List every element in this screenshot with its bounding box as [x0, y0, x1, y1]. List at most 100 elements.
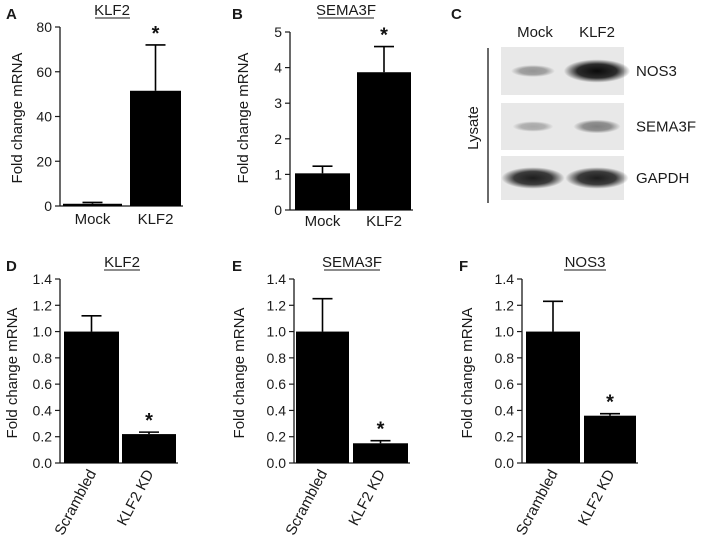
panel-f-plot: 0.0 0.2 0.4 0.6 0.8 1.0 1.2 1.4 Scrambled * KLF2 K…	[495, 271, 638, 535]
panel-e-bar	[296, 331, 349, 463]
panel-f-y-tick-label: 0.8	[495, 350, 515, 366]
panel-e-bar	[353, 443, 408, 463]
panel-d-letter: D	[6, 258, 17, 275]
panel-b-bar	[295, 173, 350, 210]
lysate-label: Lysate	[465, 106, 482, 150]
panel-a-bar	[63, 203, 122, 206]
panel-f-y-axis-label: Fold change mRNA	[459, 308, 476, 439]
panel-a-letter: A	[6, 6, 17, 23]
panel-f-y-tick-label: 0.0	[495, 455, 515, 471]
panel-e-y-tick-label: 0.2	[267, 429, 287, 445]
panel-d-y-axis-label: Fold change mRNA	[4, 308, 21, 439]
blot-rows: NOS3 SEMA3F GAPDH	[501, 47, 696, 200]
panel-e-category-label: KLF2 KD	[345, 467, 389, 529]
panel-f-category-label: KLF2 KD	[575, 467, 619, 529]
panel-b: B SEMA3F Fold change mRNA 0 1 2 3 4 5 Mock * KLF…	[232, 2, 413, 230]
blot-row-label: NOS3	[636, 63, 677, 80]
panel-a-y-tick-label: 80	[36, 19, 52, 35]
panel-e-y-tick-label: 1.2	[267, 297, 287, 313]
panel-a-plot: 0 20 40 60 80 Mock * KLF2	[36, 19, 183, 228]
panel-b-significance-marker: *	[380, 25, 388, 47]
panel-b-y-tick-label: 1	[274, 166, 282, 182]
blot-band	[501, 167, 565, 189]
panel-a-title: KLF2	[94, 2, 130, 19]
panel-f-y-tick-label: 1.4	[495, 271, 515, 287]
panel-d-y-tick-label: 0.2	[33, 429, 53, 445]
panel-a-category-label: Mock	[75, 211, 111, 228]
panel-e-title: SEMA3F	[322, 254, 382, 271]
panel-b-letter: B	[232, 6, 243, 23]
panel-f-title: NOS3	[565, 254, 606, 271]
panel-d-title: KLF2	[104, 254, 140, 271]
panel-e-y-tick-label: 0.8	[267, 350, 287, 366]
panel-d-significance-marker: *	[145, 410, 153, 432]
panel-d-bar	[64, 331, 119, 463]
panel-d-y-tick-label: 0.4	[33, 402, 53, 418]
panel-b-plot: 0 1 2 3 4 5 Mock * KLF2	[274, 24, 413, 230]
panel-a-y-tick-label: 0	[44, 198, 52, 214]
panel-d-plot: 0.0 0.2 0.4 0.6 0.8 1.0 1.2 1.4 Scrambled * KLF2 K…	[33, 271, 178, 535]
panel-c-western-blot: C Mock KLF2 Lysate NOS3 SEMA3F GAPDH	[451, 6, 696, 203]
panel-b-bar	[357, 72, 411, 210]
panel-b-category-label: Mock	[305, 213, 341, 230]
panel-a-y-tick-label: 40	[36, 109, 52, 125]
panel-f-letter: F	[459, 258, 468, 275]
panel-b-category-label: KLF2	[366, 213, 402, 230]
panel-f: F NOS3 Fold change mRNA 0.0 0.2 0.4 0.6 0.8 1…	[459, 254, 638, 535]
panel-b-y-tick-label: 0	[274, 202, 282, 218]
panel-f-category-label: Scrambled	[513, 467, 562, 535]
panel-e-letter: E	[232, 258, 242, 275]
panel-b-y-tick-label: 5	[274, 24, 282, 40]
panel-d-category-label: Scrambled	[51, 467, 100, 535]
panel-d-y-tick-label: 1.4	[33, 271, 53, 287]
panel-f-bar	[526, 331, 580, 463]
panel-a: A KLF2 Fold change mRNA 0 20 40 60 80 Mock * KL…	[6, 2, 183, 228]
panel-f-bar	[584, 415, 636, 463]
panel-e-y-tick-label: 0.0	[267, 455, 287, 471]
panel-a-category-label: KLF2	[138, 211, 174, 228]
panel-a-significance-marker: *	[152, 23, 160, 45]
panel-d-bar	[122, 434, 176, 463]
panel-d-y-tick-label: 0.8	[33, 350, 53, 366]
panel-f-y-tick-label: 0.2	[495, 429, 515, 445]
blot-band	[573, 119, 621, 134]
panel-d: D KLF2 Fold change mRNA 0.0 0.2 0.4 0.6 0.8 1…	[4, 254, 178, 535]
panel-d-category-label: KLF2 KD	[114, 467, 158, 529]
panel-d-y-tick-label: 1.2	[33, 297, 53, 313]
blot-lane-label-mock: Mock	[517, 24, 553, 41]
panel-d-y-tick-label: 0.0	[33, 455, 53, 471]
panel-b-y-axis-label: Fold change mRNA	[235, 53, 252, 184]
panel-a-y-axis-label: Fold change mRNA	[9, 53, 26, 184]
blot-row-label: SEMA3F	[636, 119, 696, 136]
blot-lane-label-klf2: KLF2	[579, 24, 615, 41]
panel-f-y-tick-label: 0.6	[495, 376, 515, 392]
panel-e-y-tick-label: 0.6	[267, 376, 287, 392]
panel-e-category-label: Scrambled	[282, 467, 331, 535]
panel-e-y-tick-label: 1.4	[267, 271, 287, 287]
panel-b-title: SEMA3F	[316, 2, 376, 19]
panel-b-y-tick-label: 2	[274, 131, 282, 147]
panel-d-y-tick-label: 1.0	[33, 324, 53, 340]
panel-e-plot: 0.0 0.2 0.4 0.6 0.8 1.0 1.2 1.4 Scrambled * KLF2 K…	[267, 271, 410, 535]
blot-row-label: GAPDH	[636, 170, 689, 187]
panel-a-bar	[130, 90, 181, 206]
panel-a-y-tick-label: 60	[36, 64, 52, 80]
blot-band	[512, 121, 554, 132]
blot-band	[565, 167, 629, 189]
panel-e-significance-marker: *	[377, 419, 385, 441]
panel-c-letter: C	[451, 6, 462, 23]
panel-d-y-tick-label: 0.6	[33, 376, 53, 392]
blot-band	[563, 59, 631, 83]
panel-e-y-axis-label: Fold change mRNA	[231, 308, 248, 439]
panel-e-y-tick-label: 0.4	[267, 402, 287, 418]
panel-f-significance-marker: *	[606, 392, 614, 414]
panel-b-y-tick-label: 4	[274, 60, 282, 76]
blot-band	[511, 65, 555, 77]
panel-f-y-tick-label: 1.0	[495, 324, 515, 340]
panel-e-y-tick-label: 1.0	[267, 324, 287, 340]
panel-f-y-tick-label: 1.2	[495, 297, 515, 313]
panel-a-y-tick-label: 20	[36, 153, 52, 169]
panel-b-y-tick-label: 3	[274, 95, 282, 111]
panel-f-y-tick-label: 0.4	[495, 402, 515, 418]
